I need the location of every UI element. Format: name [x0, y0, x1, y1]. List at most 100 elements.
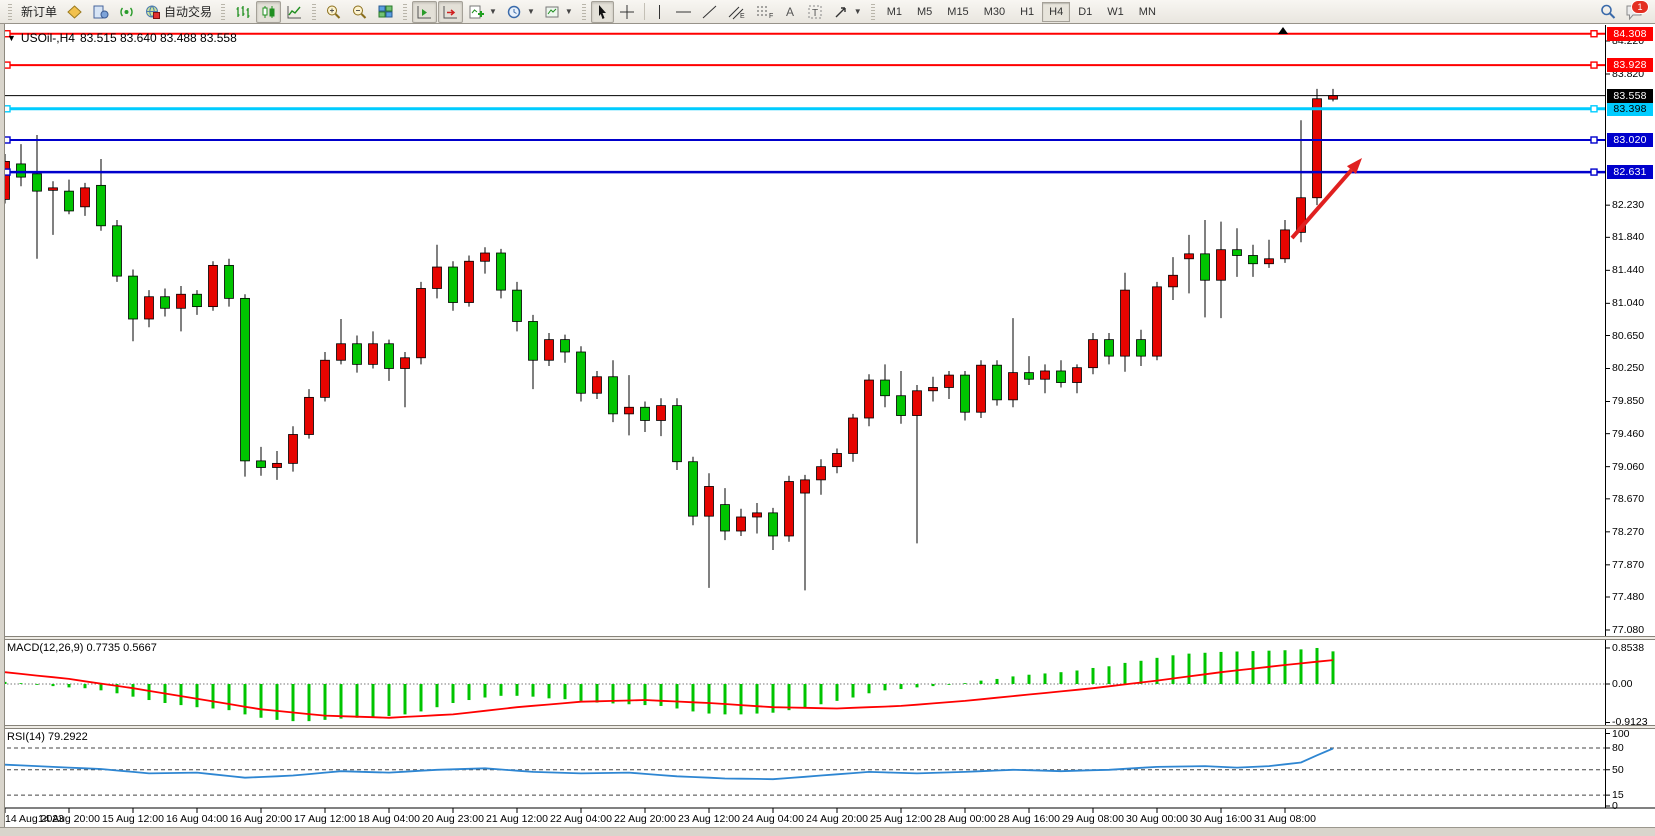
vertical-line-tool-button[interactable] [649, 1, 670, 23]
templates-button[interactable]: ▼ [540, 1, 577, 23]
candle-down [16, 163, 26, 178]
time-axis-label: 22 Aug 20:00 [614, 813, 676, 825]
candle-up [144, 296, 154, 320]
timeframe-button-h1[interactable]: H1 [1020, 5, 1035, 18]
arrows-tool-button[interactable]: ▼ [829, 1, 866, 23]
timeframe-button-m5[interactable]: M5 [917, 5, 933, 18]
candle-down [1056, 370, 1066, 383]
timeframe-button-m30[interactable]: M30 [983, 5, 1006, 18]
periods-button[interactable]: ▼ [502, 1, 539, 23]
candle-up [928, 387, 938, 392]
toolbar-grip[interactable] [870, 3, 875, 20]
fibonacci-icon: F [755, 4, 774, 20]
toolbar-grip[interactable] [581, 3, 586, 20]
line-handle[interactable] [1590, 30, 1598, 38]
channel-tool-button[interactable]: E [723, 1, 750, 23]
navigator-button[interactable] [114, 1, 139, 23]
candle-down [384, 343, 394, 369]
auto-scroll-icon [442, 4, 459, 20]
timeframe-button-m15[interactable]: M15 [947, 5, 969, 18]
crosshair-tool-button[interactable] [615, 1, 640, 23]
candlestick-icon [260, 4, 277, 20]
candle-down [992, 364, 1002, 401]
time-axis-label: 14 Aug 2023 [5, 813, 64, 825]
horizontal-line-icon [675, 4, 692, 20]
price-line-badge: 83.020 [1607, 132, 1653, 147]
zoom-in-icon [325, 4, 342, 20]
zoom-out-button[interactable] [347, 1, 372, 23]
time-axis-label: 16 Aug 20:00 [230, 813, 292, 825]
text-tool-button[interactable]: A [779, 1, 802, 23]
time-axis-label: 30 Aug 00:00 [1126, 813, 1188, 825]
horizontal-line-tool-button[interactable] [671, 1, 696, 23]
new-order-button[interactable]: 新订单 [17, 1, 61, 23]
cursor-tool-button[interactable] [590, 0, 614, 23]
trend-arrow-annotation[interactable] [1290, 168, 1353, 240]
line-handle[interactable] [1590, 105, 1598, 113]
time-axis-label: 31 Aug 08:00 [1254, 813, 1316, 825]
candle-down [896, 395, 906, 416]
candle-up [1264, 258, 1274, 265]
line-chart-mode-button[interactable] [282, 1, 307, 23]
candle-down [1232, 249, 1242, 256]
time-axis-label: 23 Aug 12:00 [678, 813, 740, 825]
new-chart-button[interactable]: ▼ [464, 1, 501, 23]
candle-up [272, 462, 282, 468]
candle-up [816, 466, 826, 481]
auto-trading-button[interactable]: 自动交易 [140, 1, 216, 23]
price-line-badge: 84.308 [1607, 26, 1653, 41]
zoom-out-icon [351, 4, 368, 20]
line-handle[interactable] [1590, 136, 1598, 144]
text-icon: A [783, 4, 798, 20]
pane-splitter-main-macd[interactable] [0, 636, 1655, 640]
chart-shift-marker-icon[interactable] [1278, 27, 1288, 34]
price-axis-tick: 81.040 [1612, 297, 1645, 310]
pane-splitter-macd-rsi[interactable] [0, 725, 1655, 729]
collapse-triangle-icon[interactable]: ▼ [7, 33, 16, 43]
market-watch-button[interactable] [62, 1, 87, 23]
chat-button[interactable]: 1 [1625, 0, 1649, 21]
text-label-tool-button[interactable]: T [803, 1, 828, 23]
macd-indicator-label: MACD(12,26,9) 0.7735 0.5667 [7, 642, 157, 654]
auto-scroll-button[interactable] [438, 0, 464, 23]
timeframe-button-m1[interactable]: M1 [886, 5, 902, 18]
time-axis-label: 17 Aug 12:00 [294, 813, 356, 825]
timeframe-button-h4[interactable]: H4 [1042, 1, 1071, 22]
candle-up [288, 434, 298, 464]
tile-windows-button[interactable] [373, 1, 398, 23]
candlestick-mode-button[interactable] [256, 0, 282, 23]
toolbar-grip[interactable] [312, 3, 317, 20]
price-axis-tick: 77.870 [1612, 558, 1645, 571]
crosshair-icon [619, 4, 636, 20]
candle-up [624, 406, 634, 415]
toolbar-grip[interactable] [403, 3, 408, 20]
chat-notification-badge: 1 [1631, 0, 1649, 14]
horizontal-scrollbar-strip[interactable] [0, 827, 1655, 836]
candle-up [1088, 339, 1098, 369]
trendline-tool-button[interactable] [697, 1, 722, 23]
candle-up [1072, 367, 1082, 383]
time-axis-label: 28 Aug 00:00 [934, 813, 996, 825]
chart-shift-button[interactable] [412, 0, 438, 23]
timeframe-button-w1[interactable]: W1 [1107, 5, 1124, 18]
rsi-indicator-label: RSI(14) 79.2922 [7, 731, 88, 743]
zoom-in-button[interactable] [321, 1, 346, 23]
line-handle[interactable] [1590, 61, 1598, 69]
bar-chart-mode-button[interactable] [230, 1, 255, 23]
bar-chart-icon [234, 4, 251, 20]
candle-down [880, 379, 890, 397]
candle-down [960, 374, 970, 413]
candle-down [528, 321, 538, 361]
search-icon[interactable] [1599, 3, 1617, 20]
fibonacci-tool-button[interactable]: F [751, 1, 778, 23]
candle-up [784, 481, 794, 537]
line-handle[interactable] [1590, 168, 1598, 176]
toolbar-grip[interactable] [8, 3, 12, 20]
data-window-button[interactable] [88, 1, 113, 23]
toolbar-grip[interactable] [221, 3, 226, 20]
timeframe-button-mn[interactable]: MN [1138, 5, 1156, 18]
candle-down [64, 190, 74, 212]
timeframe-button-d1[interactable]: D1 [1078, 5, 1093, 18]
candle-up [832, 453, 842, 468]
